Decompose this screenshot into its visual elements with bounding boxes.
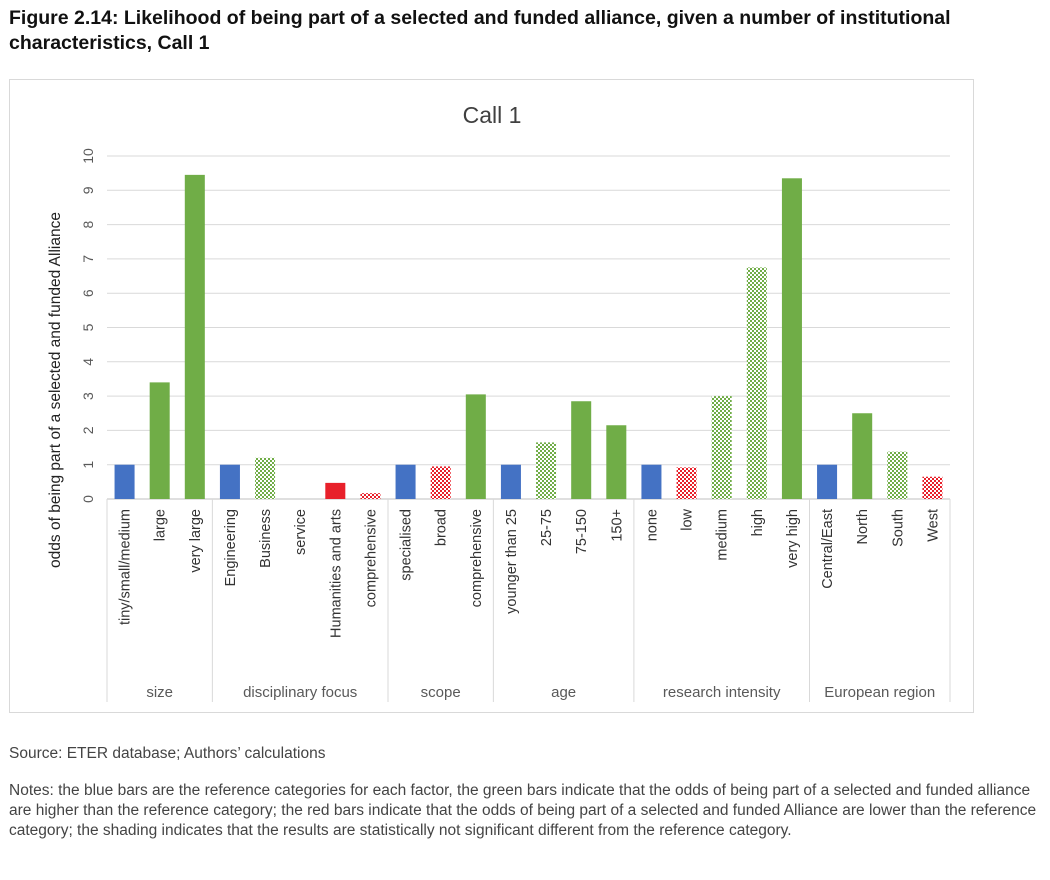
group-label: age — [551, 684, 576, 701]
bar-25-75 — [536, 442, 557, 499]
x-tick-label: Humanities and arts — [328, 509, 344, 638]
bar-large — [149, 382, 170, 499]
bar-75-150 — [571, 401, 592, 499]
x-axis-labels: tiny/small/medium large very large Engineer… — [118, 508, 942, 637]
y-tick-label: 9 — [80, 186, 96, 194]
group-labels: size disciplinary focus scope age research i… — [106, 499, 951, 702]
x-tick-label: Central/East — [820, 509, 836, 589]
notes-text: Notes: the blue bars are the reference c… — [9, 782, 1037, 839]
x-tick-label: younger than 25 — [504, 509, 520, 614]
x-tick-label: specialised — [399, 509, 415, 581]
group-label: European region — [824, 684, 935, 701]
bars — [114, 174, 943, 500]
y-axis-ticks: 0 1 2 3 4 5 6 7 8 9 10 — [80, 148, 96, 503]
y-tick-label: 3 — [80, 392, 96, 400]
bar-very-high — [781, 178, 802, 500]
bar-engineering — [219, 464, 240, 499]
x-tick-label: large — [153, 509, 169, 541]
bar-north — [852, 413, 873, 499]
bar-south — [887, 451, 908, 499]
gridlines — [107, 155, 950, 500]
bar-high — [746, 267, 767, 499]
bar-west — [922, 476, 943, 499]
x-tick-label: West — [925, 509, 941, 542]
bar-broad — [430, 466, 451, 499]
bar-younger-than-25 — [500, 464, 521, 499]
bar-very-large — [184, 174, 205, 499]
bar-central-east — [817, 464, 838, 499]
bar-tiny-small-medium — [114, 464, 135, 499]
y-tick-label: 1 — [80, 461, 96, 469]
x-tick-label: comprehensive — [363, 509, 379, 607]
x-tick-label: broad — [434, 509, 450, 546]
group-label: research intensity — [663, 684, 781, 701]
bar-comprehensive — [465, 394, 486, 499]
bar-chart: Call 1 odds of being part of a selected … — [47, 102, 951, 702]
y-tick-label: 10 — [80, 148, 96, 164]
y-tick-label: 7 — [80, 255, 96, 263]
bar-humanities-and-arts — [325, 482, 346, 499]
x-tick-label: service — [293, 509, 309, 555]
y-tick-label: 0 — [80, 495, 96, 503]
bar-150- — [606, 425, 627, 499]
y-tick-label: 8 — [80, 220, 96, 228]
bar-business — [255, 457, 276, 499]
x-tick-label: 25-75 — [539, 509, 555, 546]
group-label: scope — [421, 684, 461, 701]
bar-none — [641, 464, 662, 499]
y-tick-label: 5 — [80, 323, 96, 331]
bar-low — [676, 467, 697, 499]
x-tick-label: Engineering — [223, 509, 239, 586]
y-tick-label: 6 — [80, 289, 96, 297]
x-tick-label: low — [680, 508, 696, 530]
bar-specialised — [395, 464, 416, 499]
x-tick-label: very high — [785, 509, 801, 568]
x-tick-label: none — [644, 509, 660, 541]
x-tick-label: 150+ — [609, 509, 625, 542]
x-tick-label: Business — [258, 509, 274, 568]
figure-title: Figure 2.14: Likelihood of being part of… — [9, 7, 951, 54]
x-tick-label: very large — [188, 509, 204, 573]
x-tick-label: 75-150 — [574, 509, 590, 554]
group-label: size — [146, 684, 173, 701]
x-tick-label: comprehensive — [469, 509, 485, 607]
source-note: Source: ETER database; Authors’ calculat… — [9, 745, 326, 762]
y-axis-label: odds of being part of a selected and fun… — [47, 212, 64, 568]
bar-comprehensive — [360, 493, 381, 499]
x-tick-label: high — [750, 509, 766, 536]
group-label: disciplinary focus — [243, 684, 357, 701]
x-tick-label: medium — [715, 509, 731, 561]
y-tick-label: 4 — [80, 358, 96, 366]
chart-frame: Call 1 odds of being part of a selected … — [9, 79, 974, 713]
bar-medium — [711, 396, 732, 499]
x-tick-label: tiny/small/medium — [118, 509, 134, 625]
x-tick-label: South — [890, 509, 906, 547]
chart-title: Call 1 — [463, 102, 522, 128]
y-tick-label: 2 — [80, 426, 96, 434]
x-tick-label: North — [855, 509, 871, 544]
